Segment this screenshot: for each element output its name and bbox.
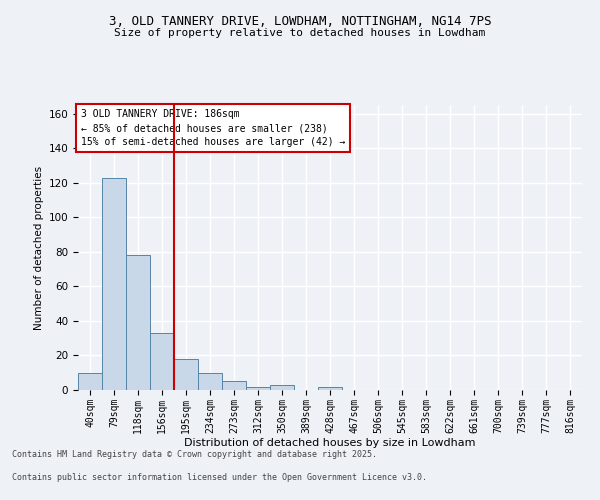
Bar <box>270 385 294 390</box>
Bar <box>174 359 198 390</box>
Y-axis label: Number of detached properties: Number of detached properties <box>34 166 44 330</box>
Bar <box>222 382 246 390</box>
Bar <box>78 372 102 390</box>
Bar <box>246 386 270 390</box>
Bar <box>318 386 342 390</box>
Bar <box>126 256 150 390</box>
Bar <box>198 372 222 390</box>
Bar <box>150 333 174 390</box>
Text: 3 OLD TANNERY DRIVE: 186sqm
← 85% of detached houses are smaller (238)
15% of se: 3 OLD TANNERY DRIVE: 186sqm ← 85% of det… <box>80 110 345 148</box>
Text: 3, OLD TANNERY DRIVE, LOWDHAM, NOTTINGHAM, NG14 7PS: 3, OLD TANNERY DRIVE, LOWDHAM, NOTTINGHA… <box>109 15 491 28</box>
Text: Contains public sector information licensed under the Open Government Licence v3: Contains public sector information licen… <box>12 472 427 482</box>
X-axis label: Distribution of detached houses by size in Lowdham: Distribution of detached houses by size … <box>184 438 476 448</box>
Bar <box>102 178 126 390</box>
Text: Contains HM Land Registry data © Crown copyright and database right 2025.: Contains HM Land Registry data © Crown c… <box>12 450 377 459</box>
Text: Size of property relative to detached houses in Lowdham: Size of property relative to detached ho… <box>115 28 485 38</box>
